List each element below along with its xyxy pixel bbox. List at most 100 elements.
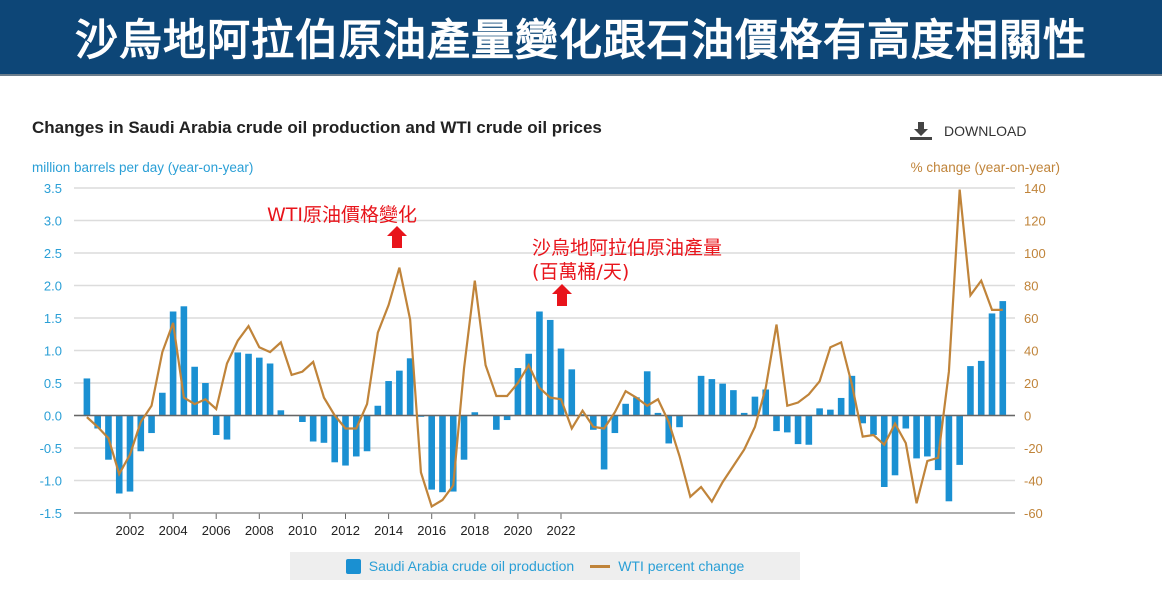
bar (428, 415, 435, 490)
bar (234, 352, 242, 416)
bar (945, 415, 953, 502)
wti-line (86, 189, 1003, 509)
bar (212, 415, 220, 435)
right-tick-label: -60 (1024, 506, 1043, 521)
bar (352, 415, 360, 457)
x-tick-label: 2008 (245, 523, 274, 538)
legend-item-production[interactable]: Saudi Arabia crude oil production (368, 558, 575, 574)
title-banner: 沙烏地阿拉伯原油產量變化跟石油價格有高度相關性 (0, 0, 1162, 76)
bar (546, 319, 554, 416)
bar (83, 378, 91, 416)
bar (439, 415, 446, 493)
bar (471, 412, 479, 416)
download-button[interactable]: DOWNLOAD (910, 122, 1026, 140)
left-tick-label: 0.5 (44, 376, 62, 391)
bar (773, 415, 780, 432)
bar (299, 415, 306, 422)
bar (277, 410, 285, 416)
bar (902, 415, 910, 429)
download-label: DOWNLOAD (944, 123, 1027, 139)
right-tick-label: 60 (1024, 311, 1038, 326)
bar (536, 311, 543, 416)
left-tick-label: 2.5 (44, 246, 62, 261)
bar (870, 415, 877, 435)
bar (967, 366, 974, 416)
bar (816, 408, 823, 416)
bar (891, 415, 899, 476)
bar (460, 415, 468, 460)
bar (977, 360, 985, 416)
bar (266, 363, 274, 416)
bar (320, 415, 328, 443)
right-tick-label: -20 (1024, 441, 1043, 456)
annotation-saudi-line2: (百萬桶/天) (532, 261, 630, 283)
right-tick-label: 0 (1024, 409, 1031, 424)
left-tick-label: -0.5 (40, 441, 62, 456)
right-tick-label: 20 (1024, 376, 1038, 391)
bar (94, 415, 101, 429)
download-icon (910, 122, 932, 140)
bar (137, 415, 145, 452)
bar (740, 412, 748, 416)
red-up-arrow-icon (552, 284, 572, 306)
bar (223, 415, 231, 440)
right-tick-label: 80 (1024, 279, 1038, 294)
left-tick-label: -1.0 (40, 474, 62, 489)
left-tick-label: 1.5 (44, 311, 62, 326)
annotation-saudi: 沙烏地阿拉伯原油產量 (百萬桶/天) (532, 236, 722, 284)
bar (514, 368, 522, 416)
bar (633, 397, 640, 416)
bar (665, 415, 673, 444)
bar (385, 381, 392, 416)
bar (309, 415, 317, 442)
bar (837, 397, 845, 416)
bar (643, 371, 651, 416)
x-tick-label: 2022 (547, 523, 576, 538)
x-tick-label: 2020 (503, 523, 532, 538)
bar (568, 369, 576, 416)
bar (913, 415, 920, 459)
bar (783, 415, 791, 433)
x-tick-label: 2014 (374, 523, 403, 538)
bar (697, 375, 705, 416)
bar (827, 409, 834, 416)
x-tick-label: 2018 (460, 523, 489, 538)
x-tick-label: 2002 (116, 523, 145, 538)
bar (956, 415, 963, 465)
right-tick-label: -40 (1024, 474, 1043, 489)
x-tick-label: 2006 (202, 523, 231, 538)
bar (169, 311, 177, 416)
banner-title: 沙烏地阿拉伯原油產量變化跟石油價格有高度相關性 (75, 16, 1087, 66)
left-tick-label: -1.5 (40, 506, 62, 521)
legend-swatch-line (590, 564, 611, 568)
legend-item-wti[interactable]: WTI percent change (618, 558, 745, 574)
bar (880, 415, 888, 487)
right-tick-label: 100 (1024, 246, 1046, 261)
x-tick-label: 2004 (159, 523, 188, 538)
bar (676, 415, 683, 428)
left-tick-label: 1.0 (44, 344, 62, 359)
bar (794, 415, 802, 445)
bar (934, 415, 942, 471)
bar (115, 415, 123, 494)
x-tick-label: 2012 (331, 523, 360, 538)
right-tick-label: 40 (1024, 344, 1038, 359)
bar (708, 379, 716, 416)
left-tick-label: 0.0 (44, 409, 62, 424)
bar (331, 415, 339, 463)
bar (191, 366, 198, 416)
bar (805, 415, 813, 445)
bar (719, 383, 726, 416)
bar (600, 415, 608, 470)
bar (159, 392, 166, 416)
bar (557, 348, 565, 416)
bar (363, 415, 371, 452)
right-tick-label: 140 (1024, 181, 1046, 196)
x-tick-label: 2016 (417, 523, 446, 538)
legend-swatch-bars (345, 558, 361, 574)
bar (503, 415, 511, 421)
left-tick-label: 3.5 (44, 181, 62, 196)
bar (999, 301, 1007, 416)
bar (256, 357, 263, 416)
